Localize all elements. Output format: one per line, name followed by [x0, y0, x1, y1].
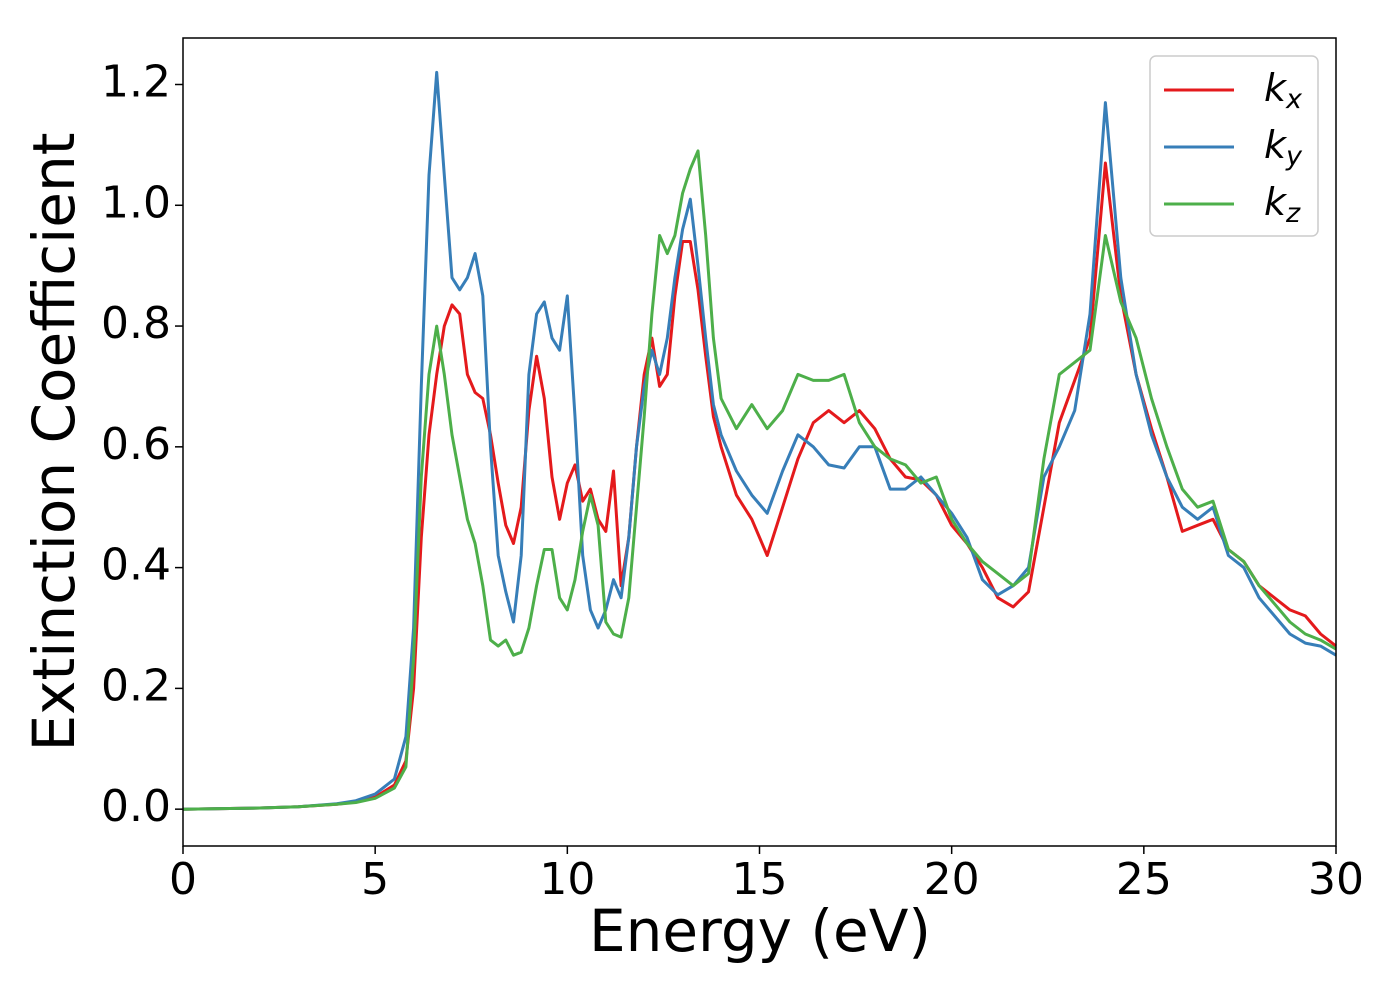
y-tick-label: 0.4	[101, 540, 171, 591]
x-tick-label: 30	[1308, 854, 1364, 905]
y-tick-label: 0.8	[101, 298, 171, 349]
legend-subscript: x	[1285, 84, 1303, 115]
y-axis-label: Extinction Coefficient	[20, 133, 88, 752]
x-tick-label: 15	[732, 854, 788, 905]
y-tick-label: 1.2	[101, 56, 171, 107]
legend-symbol: k	[1264, 180, 1288, 224]
x-tick-label: 5	[361, 854, 389, 905]
y-tick-label: 0.6	[101, 419, 171, 470]
legend-label: kz	[1264, 180, 1301, 229]
series-line	[182, 149, 1337, 811]
y-tick-label: 0.2	[101, 660, 171, 711]
y-tick-label: 1.0	[101, 177, 171, 228]
legend-label: kx	[1264, 66, 1303, 115]
x-axis-label: Energy (eV)	[589, 897, 931, 965]
x-tick-label: 10	[539, 854, 595, 905]
plot-frame	[182, 37, 1337, 847]
y-tick-label: 0.0	[101, 781, 171, 832]
x-tick-label: 0	[169, 854, 197, 905]
legend-symbol: k	[1264, 123, 1288, 167]
series-line	[182, 161, 1337, 811]
legend-symbol: k	[1264, 66, 1288, 110]
series-line	[182, 70, 1337, 811]
x-tick-label: 20	[924, 854, 980, 905]
legend-subscript: z	[1285, 198, 1301, 229]
legend-subscript: y	[1285, 141, 1303, 172]
legend-label: ky	[1264, 123, 1303, 172]
x-tick-label: 25	[1116, 854, 1172, 905]
